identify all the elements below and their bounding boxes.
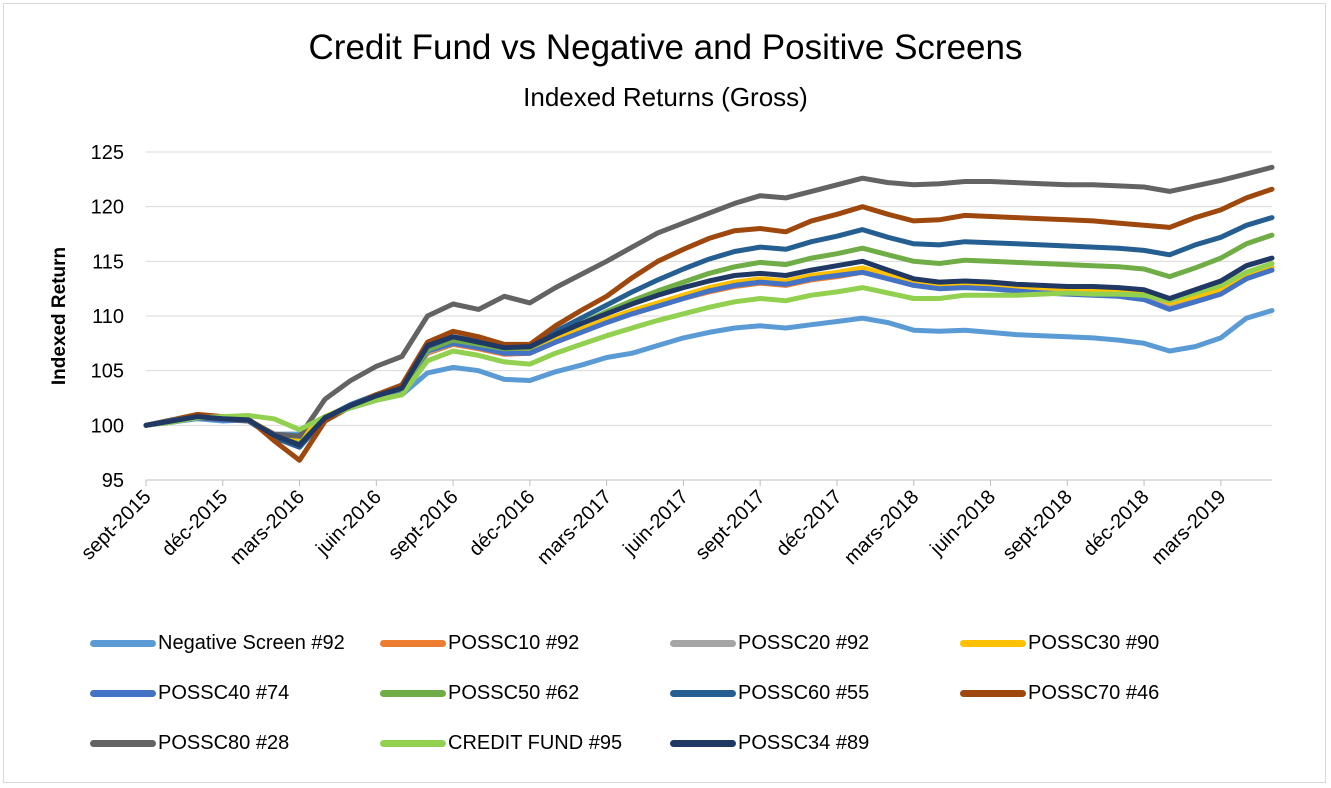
chart-subtitle: Indexed Returns (Gross) <box>523 82 808 112</box>
x-tick-label: mars-2017 <box>533 486 616 569</box>
x-tick-label: déc-2018 <box>1079 486 1154 561</box>
legend-item: POSSC20 #92 <box>670 628 869 658</box>
x-tick-label: juin-2017 <box>618 486 692 560</box>
series-line-9 <box>143 164 1275 439</box>
legend-item: POSSC30 #90 <box>960 628 1159 658</box>
legend-label: CREDIT FUND #95 <box>448 731 623 754</box>
y-tick-labels: 95 100 105 110 115 120 125 <box>91 142 124 492</box>
y-tick-label: 110 <box>92 306 124 328</box>
y-tick-label: 95 <box>102 470 124 492</box>
legend-swatch <box>380 689 446 697</box>
x-tick-label: sept-2016 <box>384 486 462 564</box>
legend-swatch <box>960 689 1026 697</box>
x-tick-label: sept-2015 <box>77 486 155 564</box>
chart-title: Credit Fund vs Negative and Positive Scr… <box>308 28 1023 67</box>
y-tick-label: 125 <box>91 142 124 164</box>
x-tick-label: sept-2018 <box>998 486 1076 564</box>
y-tick-label: 115 <box>92 251 124 273</box>
legend-swatch <box>380 639 446 647</box>
legend-label: POSSC34 #89 <box>738 731 870 754</box>
legend-label: POSSC10 #92 <box>448 631 580 654</box>
x-tick-label: juin-2018 <box>926 486 1000 560</box>
legend-label: Negative Screen #92 <box>158 631 345 654</box>
legend-swatch <box>670 639 736 647</box>
legend-swatch <box>90 739 156 747</box>
legend-swatch <box>90 689 156 697</box>
legend-label: POSSC60 #55 <box>738 681 870 704</box>
legend-swatch <box>380 739 446 747</box>
legend-label: POSSC50 #62 <box>448 681 580 704</box>
legend-label: POSSC20 #92 <box>738 631 870 654</box>
legend-swatch <box>670 689 736 697</box>
legend-item: CREDIT FUND #95 <box>380 728 622 758</box>
legend-item: POSSC70 #46 <box>960 678 1159 708</box>
y-tick-label: 120 <box>91 197 124 219</box>
x-tick-label: déc-2015 <box>158 486 233 561</box>
chart-frame <box>3 3 1326 783</box>
legend-item: POSSC60 #55 <box>670 678 869 708</box>
legend-label: POSSC80 #28 <box>158 731 290 754</box>
series-line-11 <box>143 255 1275 448</box>
x-tick-label: déc-2016 <box>465 486 540 561</box>
y-tick-label: 100 <box>91 415 124 437</box>
legend-item: POSSC40 #74 <box>90 678 289 708</box>
x-tick-label: juin-2016 <box>311 486 385 560</box>
axes <box>145 479 1272 486</box>
series-lines <box>143 164 1275 463</box>
legend-swatch <box>90 639 156 647</box>
x-tick-label: mars-2018 <box>840 486 923 569</box>
legend-item: Negative Screen #92 <box>90 628 345 658</box>
legend-label: POSSC30 #90 <box>1028 631 1160 654</box>
legend-item: POSSC50 #62 <box>380 678 579 708</box>
x-tick-label: sept-2017 <box>691 486 769 564</box>
legend-item: POSSC34 #89 <box>670 728 869 758</box>
legend-label: POSSC40 #74 <box>158 681 290 704</box>
x-tick-label: déc-2017 <box>772 486 847 561</box>
legend-swatch <box>670 739 736 747</box>
legend-item: POSSC10 #92 <box>380 628 579 658</box>
x-tick-label: mars-2016 <box>226 486 309 569</box>
legend-item: POSSC80 #28 <box>90 728 289 758</box>
legend-swatch <box>960 639 1026 647</box>
legend-label: POSSC70 #46 <box>1028 681 1160 704</box>
y-tick-label: 105 <box>91 361 124 383</box>
x-tick-label: mars-2019 <box>1147 486 1230 569</box>
